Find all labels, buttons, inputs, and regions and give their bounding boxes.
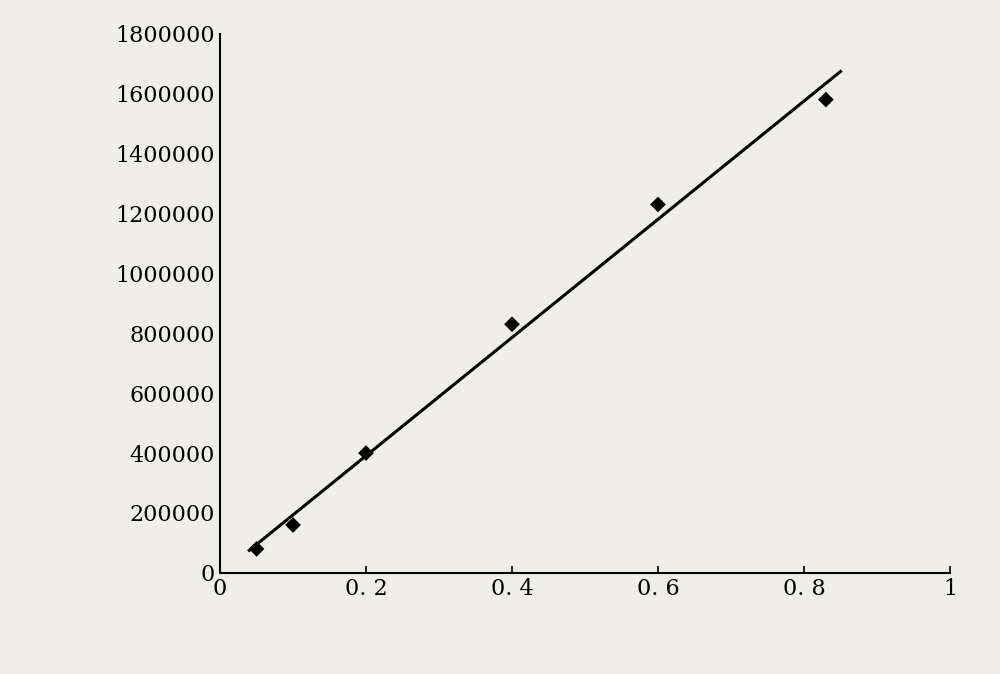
Point	[248, 543, 264, 554]
Point	[650, 199, 666, 210]
Point	[818, 94, 834, 105]
Point	[504, 319, 520, 330]
Point	[285, 520, 301, 530]
Point	[358, 448, 374, 458]
